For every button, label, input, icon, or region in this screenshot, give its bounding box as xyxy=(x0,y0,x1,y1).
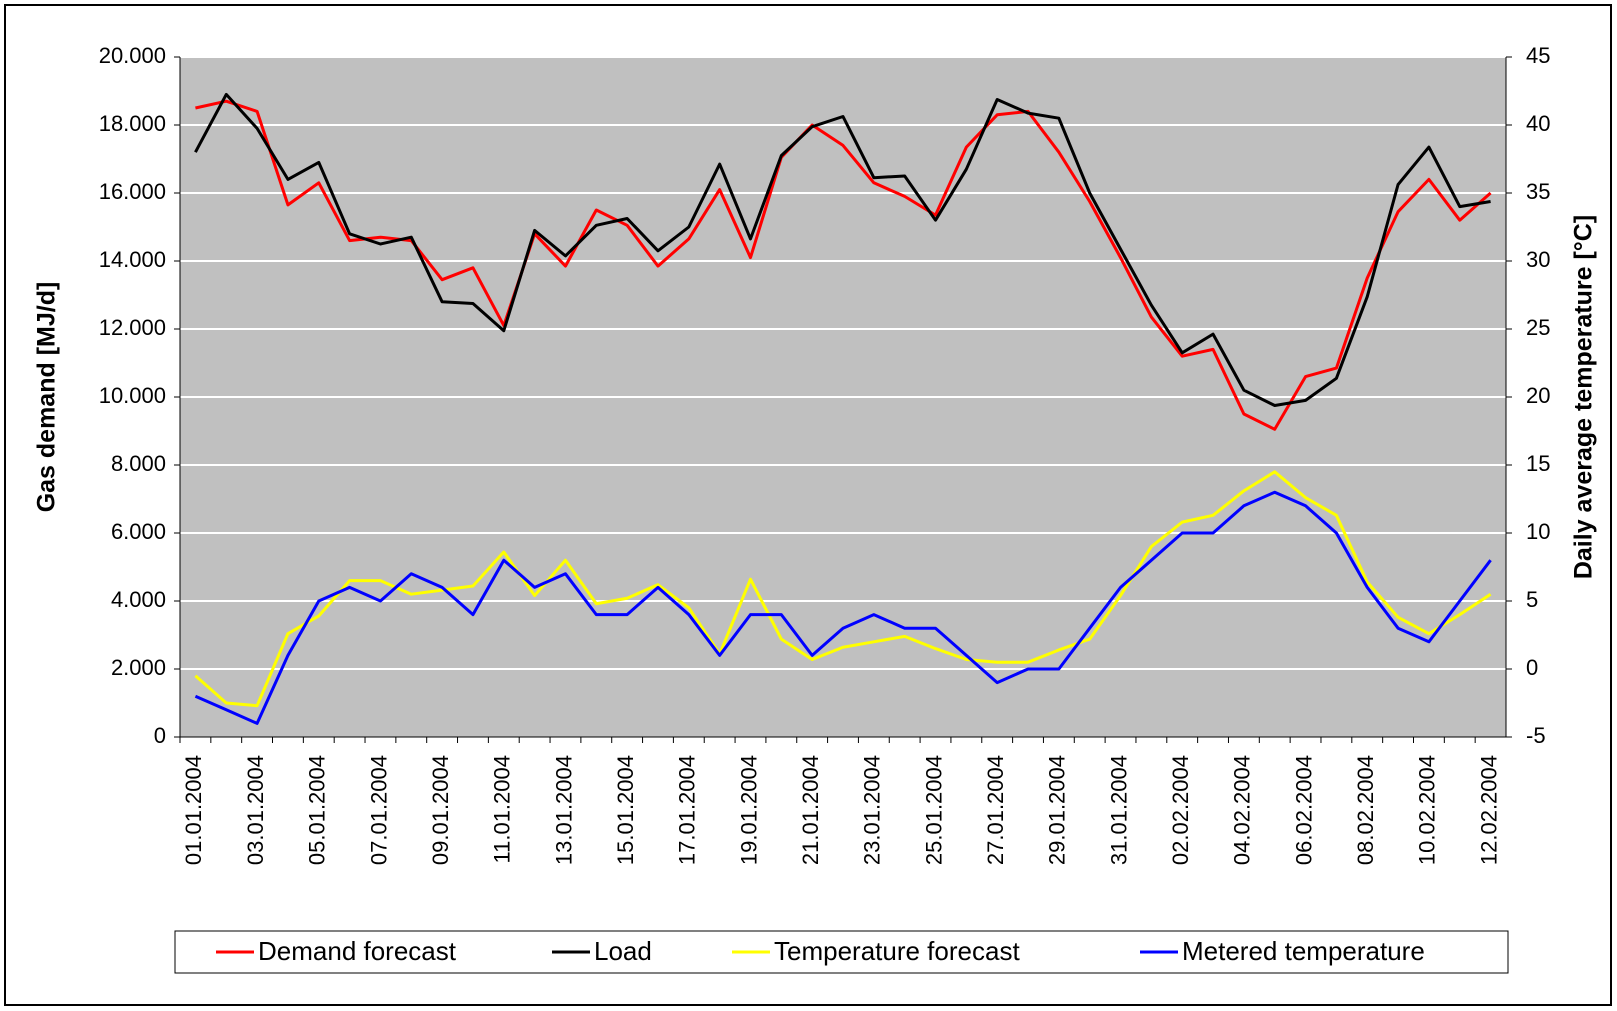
y2-tick-label: 0 xyxy=(1526,655,1538,680)
y2-tick-label: 40 xyxy=(1526,111,1550,136)
x-tick-label: 06.02.2004 xyxy=(1291,755,1316,865)
x-tick-label: 13.01.2004 xyxy=(551,755,576,865)
legend-label: Load xyxy=(594,936,652,966)
y-tick-label: 2.000 xyxy=(111,655,166,680)
y-tick-label: 18.000 xyxy=(99,111,166,136)
y-tick-label: 4.000 xyxy=(111,587,166,612)
y2-tick-label: -5 xyxy=(1526,723,1546,748)
y2-tick-label: 35 xyxy=(1526,179,1550,204)
y2-tick-label: 15 xyxy=(1526,451,1550,476)
y2-axis-title: Daily average temperature [°C] xyxy=(1570,215,1598,579)
y2-tick-label: 20 xyxy=(1526,383,1550,408)
y-tick-label: 10.000 xyxy=(99,383,166,408)
y2-tick-label: 10 xyxy=(1526,519,1550,544)
legend-label: Temperature forecast xyxy=(774,936,1020,966)
x-tick-label: 05.01.2004 xyxy=(305,755,330,865)
x-tick-label: 01.01.2004 xyxy=(181,755,206,865)
x-tick-label: 10.02.2004 xyxy=(1415,755,1440,865)
y2-tick-label: 30 xyxy=(1526,247,1550,272)
x-tick-label: 15.01.2004 xyxy=(613,755,638,865)
x-tick-label: 21.01.2004 xyxy=(798,755,823,865)
x-tick-label: 02.02.2004 xyxy=(1168,755,1193,865)
y-axis-title: Gas demand [MJ/d] xyxy=(33,282,61,513)
y-tick-label: 8.000 xyxy=(111,451,166,476)
x-tick-label: 19.01.2004 xyxy=(736,755,761,865)
x-tick-label: 09.01.2004 xyxy=(428,755,453,865)
series-line xyxy=(194,92,1491,407)
x-tick-label: 25.01.2004 xyxy=(921,755,946,865)
x-tick-label: 11.01.2004 xyxy=(490,755,515,863)
y-tick-label: 6.000 xyxy=(111,519,166,544)
x-tick-label: 27.01.2004 xyxy=(983,755,1008,865)
x-tick-label: 31.01.2004 xyxy=(1106,755,1131,865)
x-tick-label: 07.01.2004 xyxy=(366,755,391,865)
series-line xyxy=(194,490,1492,725)
x-tick-label: 12.02.2004 xyxy=(1476,755,1501,865)
x-tick-label: 17.01.2004 xyxy=(675,755,700,865)
x-tick-label: 04.02.2004 xyxy=(1230,755,1255,865)
y-tick-label: 14.000 xyxy=(99,247,166,272)
legend-label: Metered temperature xyxy=(1182,936,1425,966)
y-tick-label: 0 xyxy=(154,723,166,748)
y2-tick-label: 25 xyxy=(1526,315,1550,340)
y-tick-label: 20.000 xyxy=(99,43,166,68)
y2-tick-label: 5 xyxy=(1526,587,1538,612)
legend-label: Demand forecast xyxy=(258,936,457,966)
legend xyxy=(174,930,1509,974)
x-tick-label: 08.02.2004 xyxy=(1353,755,1378,865)
x-tick-label: 29.01.2004 xyxy=(1045,755,1070,865)
series-line xyxy=(194,470,1492,708)
y2-tick-label: 45 xyxy=(1526,43,1550,68)
y-tick-label: 16.000 xyxy=(99,179,166,204)
y-tick-label: 12.000 xyxy=(99,315,166,340)
x-tick-label: 03.01.2004 xyxy=(243,755,268,865)
x-tick-label: 23.01.2004 xyxy=(860,755,885,865)
